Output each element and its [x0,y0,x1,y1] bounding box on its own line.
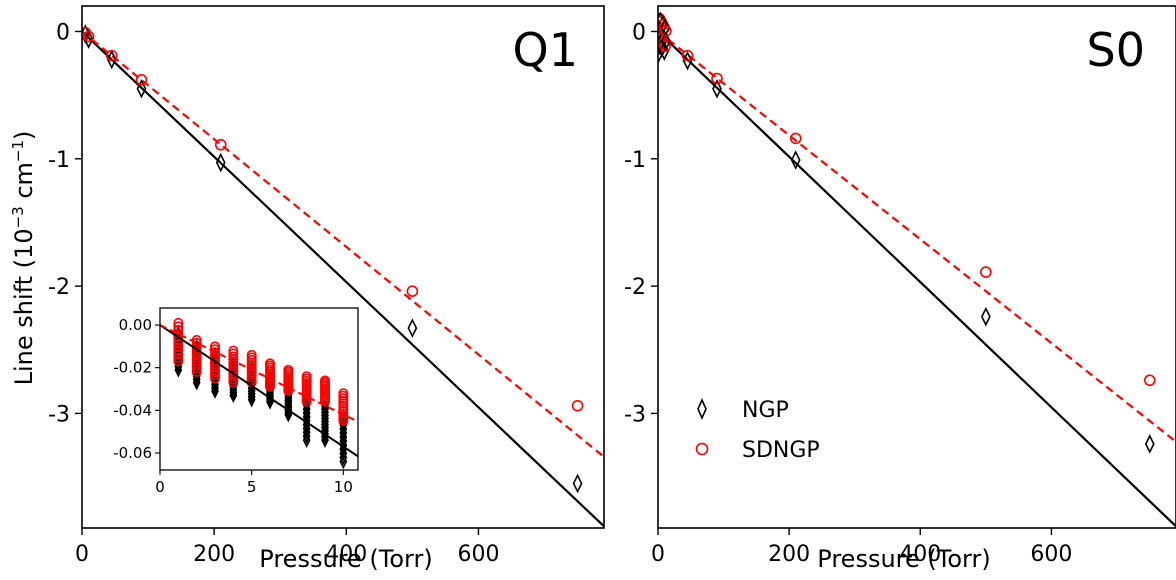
x-tick-label-q1: 200 [193,542,235,567]
data-point-sdngp [571,399,584,412]
fit-line-sdngp [658,30,1176,443]
inset-point-sdngp [338,388,349,399]
x-axis-label-right: Pressure (Torr) [817,545,990,573]
x-tick-label-s0: 200 [768,542,810,567]
panel-q1: 0 200 400 600 0 -1 -2 -3 0 5 10 0.00 -0.02 -0.04 -0.06 [48,5,605,567]
data-point-sdngp [82,26,92,39]
data-point-ngp [407,318,418,338]
inset-point-sdngp [319,375,330,386]
inset-frame [159,307,359,471]
y-axis-label: Line shift (10−3 cm−1) [9,131,38,386]
legend-marker-ngp [697,398,707,420]
inset-point-sdngp [210,341,221,352]
fit-line-ngp [82,30,604,528]
legend-label-sdngp: SDNGP [742,438,820,463]
data-point-sdngp [789,132,802,145]
y-tick-label-s0: -2 [624,275,646,300]
inset-y-tick-label: 0.00 [119,316,152,334]
data-point-sdngp [681,49,694,62]
inset-point-sdngp [210,347,221,358]
y-tick-label-s0: -1 [624,148,646,173]
y-tick-label-q1: -2 [48,275,70,300]
data-point-ngp [980,306,991,327]
plot-frame-s0 [657,5,1176,529]
inset-point-sdngp [173,321,184,332]
inset-point-sdngp [173,345,184,356]
points-q1 [82,24,584,494]
x-tick-label-q1: 0 [75,542,89,567]
data-point-sdngp [135,74,148,86]
x-tick-label-s0: 0 [651,542,665,567]
inset-y-tick-label: -0.02 [113,359,152,377]
data-point-sdngp [980,266,992,278]
data-point-ngp [712,78,722,99]
legend-marker-sdngp [695,442,709,456]
data-point-ngp-cluster [660,31,671,51]
y-tick-label-q1: -3 [48,402,70,427]
inset-point-sdngp [264,358,275,369]
y-tick-label-s0: 0 [632,20,646,45]
inset-fit-ngp [160,324,358,458]
inset-x-tick-label: 10 [334,478,353,496]
inset-x-tick-label: 5 [247,478,257,496]
inset-point-sdngp [173,352,184,363]
data-point-sdngp [214,138,227,151]
inset-point-sdngp [173,342,184,353]
x-tick-label-q1: 400 [325,542,367,567]
x-tick-label-s0: 400 [899,542,941,567]
data-point-ngp [136,78,147,99]
y-tick-label-q1: 0 [56,20,70,45]
data-point-ngp [106,49,117,70]
data-point-ngp [790,150,801,170]
fit-line-ngp [658,30,1176,528]
data-point-sdngp-cluster [659,40,671,53]
data-point-sdngp [406,285,419,297]
x-tick-label-s0: 600 [1030,542,1072,567]
inset-point-sdngp [246,349,257,360]
inset-point-sdngp [301,371,312,382]
x-tick-label-q1: 600 [457,542,499,567]
data-point-sdngp [82,30,95,43]
inset-y-tick-label: -0.06 [113,444,152,462]
data-point-sdngp [711,72,723,85]
fit-line-sdngp [82,30,604,458]
data-point-sdngp-cluster [660,25,672,37]
inset-point-sdngp [228,345,239,356]
inset-point-sdngp [283,364,294,375]
data-point-ngp [682,50,693,71]
inset-point-sdngp [191,337,202,348]
panel-label-s0: S0 [1087,23,1145,77]
points-s0 [658,11,1156,454]
panel-label-q1: Q1 [513,23,578,77]
data-point-sdngp-cluster [658,43,664,56]
data-point-ngp [1144,434,1155,454]
fit-lines-q1 [82,30,604,528]
plot-frame-q1 [81,5,605,529]
inset-y-tick-label: -0.04 [113,401,152,419]
panel-s0: 0 200 400 600 0 -1 -2 -3 [624,5,1176,567]
data-point-sdngp [1143,374,1156,387]
inset-x-tick-label: 0 [155,478,165,496]
data-point-ngp [215,152,226,173]
inset-point-sdngp [173,356,184,367]
inset-point-sdngp [173,349,184,360]
inset-point-sdngp [173,338,184,349]
inset-point-sdngp [228,348,239,359]
inset-point-sdngp [173,324,184,335]
inset: 0 5 10 0.00 -0.02 -0.04 -0.06 [113,307,359,496]
y-tick-label-q1: -1 [48,148,70,173]
data-point-ngp [572,473,583,494]
data-point-ngp [83,29,94,49]
x-axis-label-left: Pressure (Torr) [259,545,432,573]
inset-contents [160,317,358,470]
plots-layer: 0 200 400 600 0 -1 -2 -3 0 5 10 0.00 -0.02 -0.04 -0.06… [48,5,1176,567]
data-point-sdngp [105,49,118,62]
legend-label-ngp: NGP [742,398,789,423]
fit-lines-s0 [658,30,1176,528]
y-tick-label-s0: -3 [624,402,646,427]
legend: NGP SDNGP [695,398,820,463]
inset-fit-sdngp [160,324,358,423]
inset-point-sdngp [173,317,184,328]
